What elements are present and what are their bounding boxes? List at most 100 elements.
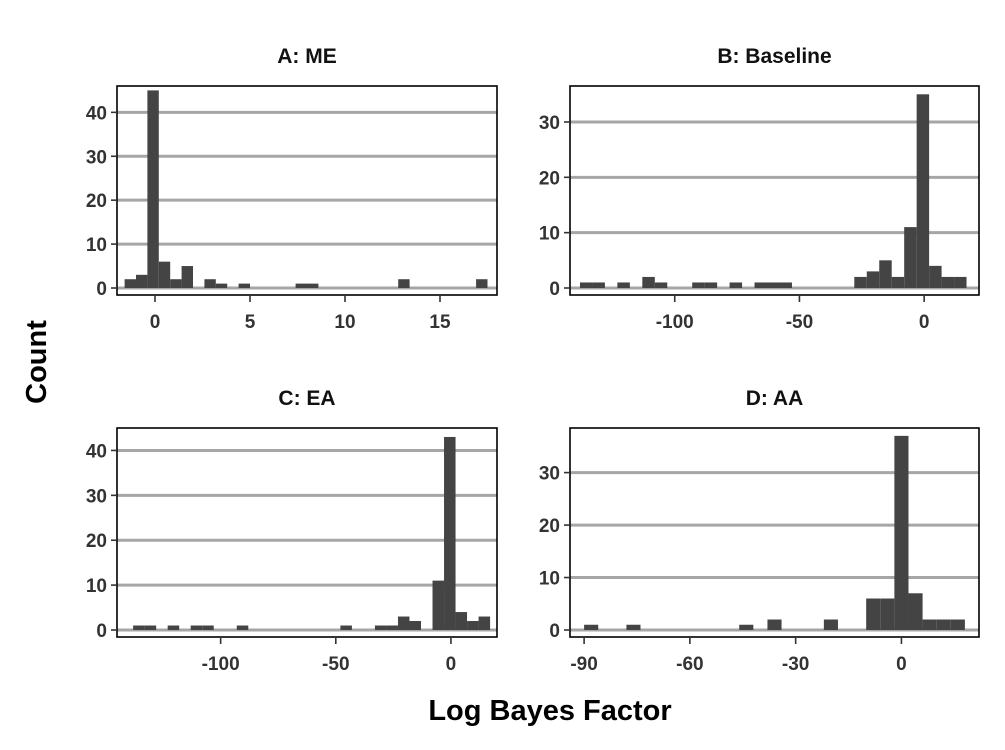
panel-title-baseline: B: Baseline — [717, 45, 831, 68]
y-tick-label: 30 — [539, 113, 560, 134]
histogram-bar — [467, 621, 479, 630]
histogram-bar — [374, 625, 387, 630]
histogram-bar — [340, 625, 352, 630]
histogram-bar — [136, 274, 148, 288]
x-tick-label: 0 — [896, 654, 907, 675]
x-tick-label: 10 — [334, 312, 355, 333]
x-tick-label: 0 — [150, 312, 161, 333]
histogram-bar — [307, 283, 319, 288]
histogram-bar — [204, 279, 216, 288]
x-tick-label: -30 — [782, 654, 809, 675]
histogram-bar — [941, 276, 955, 288]
histogram-bar — [215, 283, 228, 288]
histogram-bar — [386, 625, 398, 630]
y-tick-label: 20 — [86, 531, 107, 552]
histogram-bar — [236, 625, 249, 630]
histogram-bar — [478, 616, 491, 630]
x-tick-label: -50 — [786, 312, 813, 333]
histogram-bar — [584, 624, 599, 630]
y-tick-label: 0 — [96, 621, 107, 642]
histogram-bar — [444, 436, 456, 630]
histogram-bar — [922, 619, 937, 630]
panel-title-aa: D: AA — [746, 387, 804, 410]
histogram-bar — [739, 624, 754, 630]
y-tick-label: 40 — [86, 441, 107, 462]
histogram-bar — [409, 621, 421, 630]
histogram-bar — [238, 283, 250, 288]
histogram-bar — [181, 266, 193, 288]
histogram-bar — [455, 612, 468, 630]
histogram-bar — [866, 271, 880, 288]
y-tick-label: 0 — [549, 621, 560, 642]
histogram-bar — [704, 282, 718, 288]
histogram-bar — [133, 625, 145, 630]
histogram-bar — [397, 616, 410, 630]
y-tick-label: 40 — [86, 103, 107, 124]
panel-ea: C: EA 0 10 20 30 40 -100 -50 0 — [86, 387, 498, 675]
histogram-bar — [190, 625, 203, 630]
x-tick-label: -100 — [656, 312, 694, 333]
panels: A: ME 0 10 20 30 40 0 5 10 15 B: Baseline 0 10 20 30 -1… — [86, 45, 980, 675]
y-tick-label: 10 — [86, 235, 107, 256]
histogram-bar — [929, 265, 942, 288]
histogram-bar — [908, 593, 923, 630]
y-axis-title: Count — [21, 320, 53, 404]
histogram-bar — [170, 279, 182, 288]
x-tick-label: -100 — [202, 654, 240, 675]
histogram-bar — [642, 276, 655, 288]
y-tick-label: 20 — [539, 168, 560, 189]
histogram-bar — [579, 282, 593, 288]
y-tick-label: 30 — [86, 147, 107, 168]
x-tick-label: 5 — [245, 312, 256, 333]
histogram-bar — [398, 279, 410, 288]
histogram-bar — [779, 282, 792, 288]
histogram-bar — [954, 276, 967, 288]
y-tick-label: 30 — [539, 464, 560, 485]
histogram-bar — [167, 625, 180, 630]
panel-baseline: B: Baseline 0 10 20 30 -100 -50 0 — [539, 45, 980, 333]
x-tick-label: 0 — [919, 312, 930, 333]
histogram-bar — [692, 282, 705, 288]
y-tick-label: 0 — [96, 279, 107, 300]
x-tick-label: -50 — [322, 654, 349, 675]
histogram-bar — [904, 227, 917, 288]
histogram-bar — [754, 282, 768, 288]
histogram-bar — [654, 282, 668, 288]
histogram-bar — [626, 624, 641, 630]
panel-title-me: A: ME — [277, 45, 337, 68]
y-tick-label: 20 — [539, 516, 560, 537]
x-axis-title: Log Bayes Factor — [428, 695, 671, 727]
histogram-bar — [202, 625, 214, 630]
panel-frame — [569, 427, 980, 638]
histogram-bar — [866, 598, 881, 630]
histogram-bar — [592, 282, 605, 288]
y-tick-label: 10 — [539, 224, 560, 245]
histogram-bar — [617, 282, 630, 288]
panel-frame — [116, 85, 498, 296]
histogram-bar — [950, 619, 965, 630]
x-tick-label: 0 — [446, 654, 457, 675]
y-tick-label: 0 — [549, 279, 560, 300]
histogram-bar — [432, 580, 445, 630]
histogram-bar — [124, 279, 136, 288]
histogram-bar — [894, 435, 909, 630]
panel-frame — [569, 85, 980, 296]
panel-title-ea: C: EA — [278, 387, 335, 410]
panel-frame — [116, 427, 498, 638]
x-tick-label: 15 — [429, 312, 451, 333]
histogram-bar — [144, 625, 157, 630]
histogram-bar — [854, 276, 867, 288]
histogram-bar — [295, 283, 307, 288]
histogram-bar — [476, 279, 488, 288]
y-tick-label: 30 — [86, 486, 107, 507]
y-tick-label: 10 — [539, 569, 560, 590]
histogram-bar — [729, 282, 743, 288]
histogram-bar — [936, 619, 951, 630]
x-tick-label: -90 — [570, 654, 597, 675]
histogram-bar — [891, 276, 905, 288]
histogram-bar — [823, 619, 838, 630]
histogram-bar — [767, 619, 782, 630]
y-tick-label: 20 — [86, 191, 107, 212]
histogram-bar — [916, 94, 930, 289]
